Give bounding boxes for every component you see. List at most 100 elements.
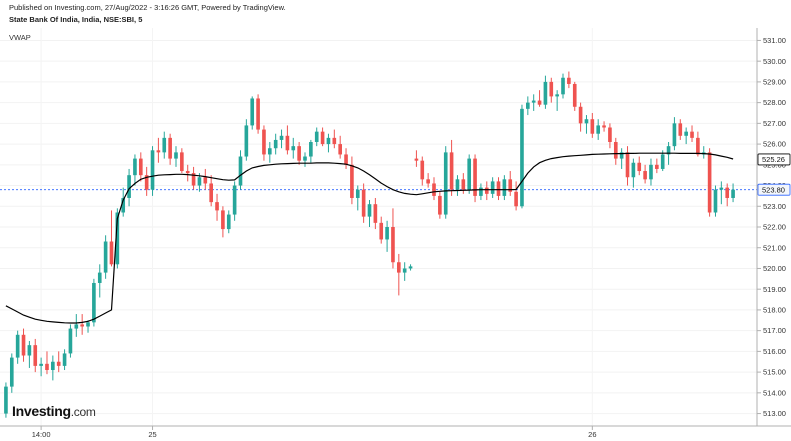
candle-body bbox=[584, 119, 589, 124]
candle-down bbox=[391, 208, 395, 269]
candle-up bbox=[273, 133, 278, 155]
badge-label: 525.26 bbox=[762, 155, 785, 164]
candle-body bbox=[39, 363, 43, 366]
candle-down bbox=[514, 181, 518, 211]
candle-down bbox=[690, 125, 694, 143]
candle-down bbox=[637, 156, 642, 176]
candle-body bbox=[613, 142, 618, 159]
candle-up bbox=[121, 187, 126, 217]
candle-body bbox=[21, 334, 26, 356]
chart-title: State Bank Of India, India, NSE:SBI, 5 bbox=[9, 15, 143, 24]
candle-up bbox=[314, 127, 319, 147]
candle-up bbox=[701, 146, 706, 159]
candle-body bbox=[285, 135, 290, 151]
candle-body bbox=[619, 152, 624, 159]
candle-body bbox=[344, 154, 348, 165]
candle-body bbox=[549, 81, 554, 97]
candle-up bbox=[631, 158, 636, 188]
candle-up bbox=[479, 183, 483, 201]
candle-body bbox=[115, 212, 120, 265]
candle-body bbox=[379, 222, 384, 240]
price-tick-label: 527.00 bbox=[763, 119, 786, 128]
candle-body bbox=[467, 158, 472, 190]
candles bbox=[4, 71, 735, 418]
candle-up bbox=[250, 96, 255, 130]
time-tick-label: 25 bbox=[148, 430, 156, 439]
last-price-badge: 523.80 bbox=[757, 183, 791, 196]
candle-down bbox=[256, 94, 260, 134]
candle-down bbox=[643, 164, 647, 184]
candle-up bbox=[9, 353, 14, 393]
candle-body bbox=[479, 187, 483, 196]
candle-body bbox=[45, 363, 49, 371]
candle-body bbox=[567, 77, 571, 84]
candle-body bbox=[655, 164, 659, 169]
candle-body bbox=[432, 183, 436, 196]
candle-body bbox=[174, 152, 178, 159]
candle-body bbox=[332, 137, 337, 145]
candle-body bbox=[373, 204, 378, 223]
candle-up bbox=[649, 158, 653, 186]
candle-body bbox=[420, 160, 425, 180]
candle-body bbox=[144, 175, 149, 190]
candle-down bbox=[473, 154, 477, 203]
candle-body bbox=[402, 268, 407, 273]
price-axis: 531.00 530.00 529.00 528.00 527.00 526.00 525.… bbox=[757, 36, 786, 418]
candle-body bbox=[660, 154, 665, 169]
candle-down bbox=[209, 175, 213, 207]
candle-body bbox=[637, 162, 642, 172]
candle-down bbox=[496, 177, 501, 201]
gridlines bbox=[0, 28, 757, 426]
candle-down bbox=[109, 210, 114, 267]
candle-body bbox=[109, 241, 114, 265]
candle-body bbox=[561, 77, 565, 95]
candle-body bbox=[696, 137, 700, 155]
vwap-line bbox=[5, 152, 734, 324]
candle-up bbox=[238, 150, 243, 190]
candle-body bbox=[97, 272, 102, 283]
logo-brand: Investing bbox=[12, 403, 71, 419]
candle-body bbox=[9, 357, 14, 387]
candle-body bbox=[397, 262, 401, 273]
candle-up bbox=[103, 235, 108, 279]
candle-up bbox=[526, 96, 530, 116]
candle-up bbox=[51, 355, 55, 381]
candle-body bbox=[244, 125, 249, 157]
candle-body bbox=[643, 171, 647, 180]
candle-down bbox=[373, 197, 378, 230]
price-tick-label: 523.00 bbox=[763, 202, 786, 211]
candle-body bbox=[185, 171, 190, 174]
candle-up bbox=[531, 94, 536, 111]
candle-body bbox=[221, 210, 225, 230]
candle-up bbox=[385, 220, 389, 252]
candle-body bbox=[127, 175, 131, 198]
candle-body bbox=[350, 164, 354, 198]
time-tick-label: 14:00 bbox=[32, 430, 51, 439]
candle-down bbox=[185, 164, 190, 182]
candle-up bbox=[27, 341, 32, 368]
candle-body bbox=[162, 137, 167, 153]
candle-down bbox=[613, 137, 618, 165]
candle-body bbox=[578, 106, 583, 124]
logo-suffix: .com bbox=[70, 405, 96, 419]
candle-body bbox=[150, 150, 155, 190]
price-tick-label: 519.00 bbox=[763, 285, 786, 294]
candle-up bbox=[39, 357, 43, 377]
candle-down bbox=[297, 142, 301, 165]
candle-body bbox=[684, 131, 688, 136]
candle-body bbox=[156, 150, 161, 153]
candle-down bbox=[590, 112, 595, 138]
price-tick-label: 530.00 bbox=[763, 57, 786, 66]
time-tick-label: 26 bbox=[588, 430, 596, 439]
candle-up bbox=[232, 181, 237, 221]
candle-up bbox=[174, 146, 178, 167]
candle-up bbox=[731, 183, 735, 203]
candle-up bbox=[15, 330, 20, 364]
candle-body bbox=[180, 152, 184, 172]
candle-down bbox=[215, 193, 219, 221]
candle-body bbox=[391, 227, 395, 263]
candle-up bbox=[467, 154, 472, 194]
candle-up bbox=[97, 264, 102, 298]
candle-body bbox=[602, 125, 606, 128]
